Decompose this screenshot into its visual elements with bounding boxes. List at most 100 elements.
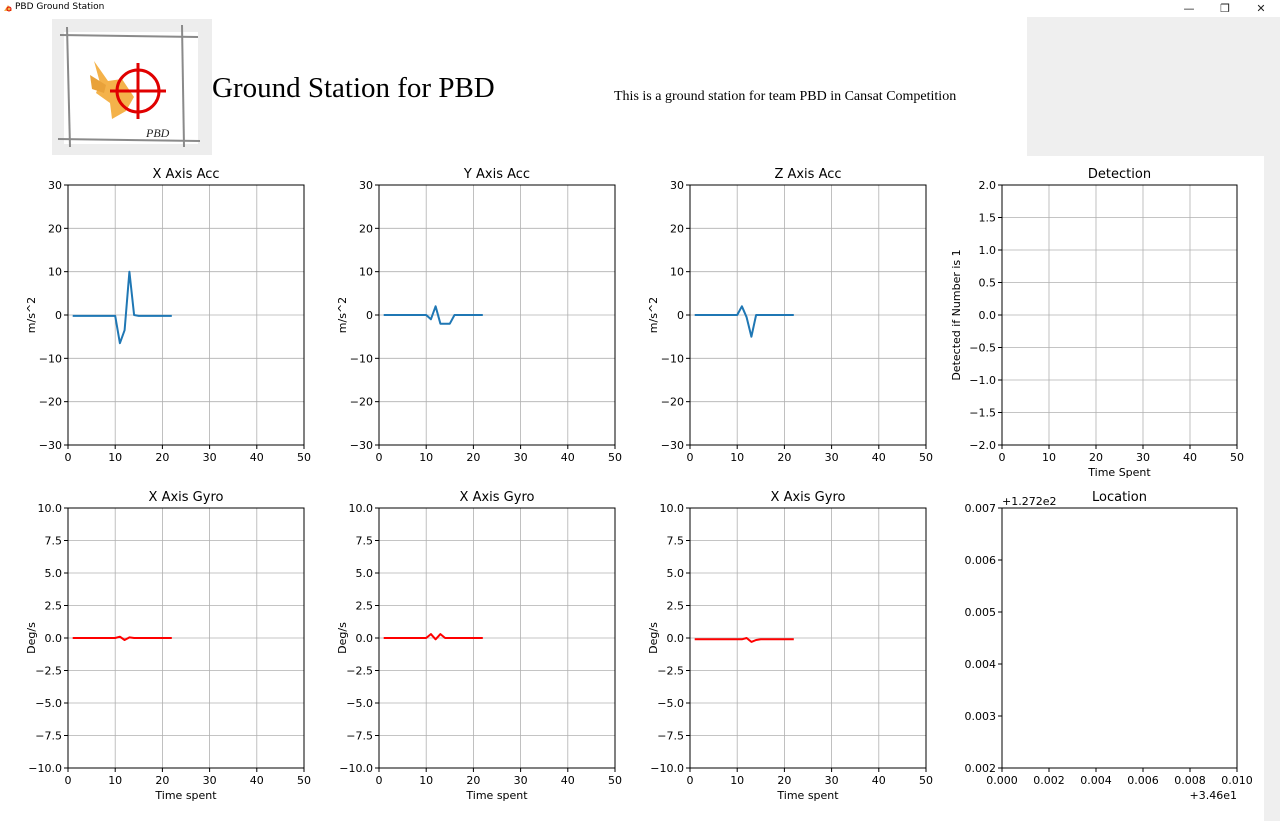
y-tick-label: −5.0 <box>346 697 373 710</box>
x-tick-label: 20 <box>155 774 169 787</box>
y-tick-label: 10.0 <box>660 502 685 515</box>
x-tick-label: 0.000 <box>986 774 1018 787</box>
y-tick-label: 0 <box>55 309 62 322</box>
series-line-gyro_2 <box>383 633 483 641</box>
x-tick-label: 0.010 <box>1221 774 1253 787</box>
y-tick-label: 20 <box>670 222 684 235</box>
y-axis-label: m/s^2 <box>647 297 660 333</box>
series-line-x_acc <box>72 270 172 345</box>
chart-1: 0 10 20 30 40 50 −30 −20 −10 0 10 20 30 X Axis Acc m/s… <box>25 167 311 464</box>
x-tick-label: 40 <box>250 451 264 464</box>
y-tick-label: 0.007 <box>965 502 997 515</box>
y-axis-label: m/s^2 <box>25 297 38 333</box>
y-tick-label: 10.0 <box>349 502 374 515</box>
x-tick-label: 50 <box>608 774 622 787</box>
y-tick-label: −7.5 <box>35 730 62 743</box>
y-tick-label: 5.0 <box>356 567 374 580</box>
x-tick-label: 50 <box>919 774 933 787</box>
chart-2: 0 10 20 30 40 50 −30 −20 −10 0 10 20 30 Y Axis Acc m/s… <box>336 167 622 464</box>
scroll-strip <box>1264 156 1280 821</box>
y-tick-label: 0.0 <box>667 632 685 645</box>
x-axis-label: Time Spent <box>1087 466 1151 479</box>
series-line-gyro_3 <box>694 637 794 643</box>
x-tick-label: 30 <box>203 451 217 464</box>
x-tick-label: 10 <box>419 774 433 787</box>
y-tick-label: 10 <box>48 266 62 279</box>
y-tick-label: 10 <box>670 266 684 279</box>
series-line-z_acc <box>694 305 794 338</box>
y-tick-label: 7.5 <box>45 535 63 548</box>
y-tick-label: 0 <box>366 309 373 322</box>
y-tick-label: 1.5 <box>979 212 997 225</box>
x-axis-label: Time spent <box>776 789 839 802</box>
x-tick-label: 0 <box>65 451 72 464</box>
restore-button[interactable]: ❐ <box>1220 2 1230 15</box>
x-tick-label: 30 <box>514 774 528 787</box>
x-tick-label: 10 <box>730 451 744 464</box>
x-tick-label: 40 <box>561 774 575 787</box>
chart-title: Y Axis Acc <box>463 167 530 182</box>
chart-4: 0 10 20 30 40 50 −2.0 −1.5 −1.0 −0.5 0.0 0.5 1.0 1.5 2… <box>950 167 1244 479</box>
minimize-button[interactable]: — <box>1183 2 1195 15</box>
x-tick-label: 30 <box>825 451 839 464</box>
y-tick-label: 20 <box>48 222 62 235</box>
y-tick-label: 0 <box>677 309 684 322</box>
y-tick-label: −2.5 <box>35 665 62 678</box>
y-tick-label: 10 <box>359 266 373 279</box>
y-tick-label: −1.5 <box>969 407 996 420</box>
x-tick-label: 30 <box>514 451 528 464</box>
x-tick-label: 0.002 <box>1033 774 1065 787</box>
series-line-gyro_1 <box>72 635 172 641</box>
x-tick-label: 30 <box>203 774 217 787</box>
y-tick-label: 0.5 <box>979 277 997 290</box>
y-tick-label: −1.0 <box>969 374 996 387</box>
series-line-y_acc <box>383 305 483 325</box>
x-tick-label: 0 <box>999 451 1006 464</box>
y-tick-label: −20 <box>39 396 62 409</box>
y-tick-label: 10.0 <box>38 502 63 515</box>
app-icon <box>4 5 12 12</box>
x-axis-label: Time spent <box>154 789 217 802</box>
x-tick-label: 30 <box>825 774 839 787</box>
y-tick-label: 30 <box>359 179 373 192</box>
x-tick-label: 20 <box>466 451 480 464</box>
chart-3: 0 10 20 30 40 50 −30 −20 −10 0 10 20 30 Z Axis Acc m/s… <box>647 167 933 464</box>
y-tick-label: 0.0 <box>356 632 374 645</box>
y-tick-label: 5.0 <box>667 567 685 580</box>
y-tick-label: 30 <box>48 179 62 192</box>
x-tick-label: 30 <box>1136 451 1150 464</box>
y-offset-label: +1.272e2 <box>1002 495 1056 508</box>
chart-title: X Axis Gyro <box>771 490 846 505</box>
y-tick-label: −30 <box>661 439 684 452</box>
x-tick-label: 10 <box>730 774 744 787</box>
y-tick-label: 30 <box>670 179 684 192</box>
close-button[interactable]: ✕ <box>1256 2 1266 15</box>
y-tick-label: −10 <box>39 352 62 365</box>
x-tick-label: 40 <box>872 774 886 787</box>
x-tick-label: 10 <box>108 774 122 787</box>
y-tick-label: 0.003 <box>965 710 997 723</box>
team-logo: PBD <box>52 19 212 155</box>
empty-side-panel <box>1027 17 1280 156</box>
x-axis-label: Time spent <box>465 789 528 802</box>
x-tick-label: 20 <box>777 774 791 787</box>
x-tick-label: 50 <box>297 774 311 787</box>
y-tick-label: −10 <box>661 352 684 365</box>
chart-title: X Axis Acc <box>152 167 219 182</box>
x-tick-label: 50 <box>919 451 933 464</box>
x-tick-label: 0 <box>376 774 383 787</box>
x-tick-label: 0 <box>687 451 694 464</box>
y-tick-label: −7.5 <box>346 730 373 743</box>
x-tick-label: 20 <box>1089 451 1103 464</box>
title-bar: PBD Ground Station — ❐ ✕ <box>0 0 1280 17</box>
x-tick-label: 0.004 <box>1080 774 1112 787</box>
y-tick-label: 2.0 <box>979 179 997 192</box>
x-tick-label: 10 <box>419 451 433 464</box>
x-tick-label: 40 <box>561 451 575 464</box>
y-tick-label: 2.5 <box>45 600 63 613</box>
y-tick-label: −2.5 <box>346 665 373 678</box>
x-tick-label: 0 <box>687 774 694 787</box>
y-tick-label: −10.0 <box>339 762 373 775</box>
y-axis-label: Detected if Number is 1 <box>950 249 963 380</box>
y-tick-label: 2.5 <box>667 600 685 613</box>
